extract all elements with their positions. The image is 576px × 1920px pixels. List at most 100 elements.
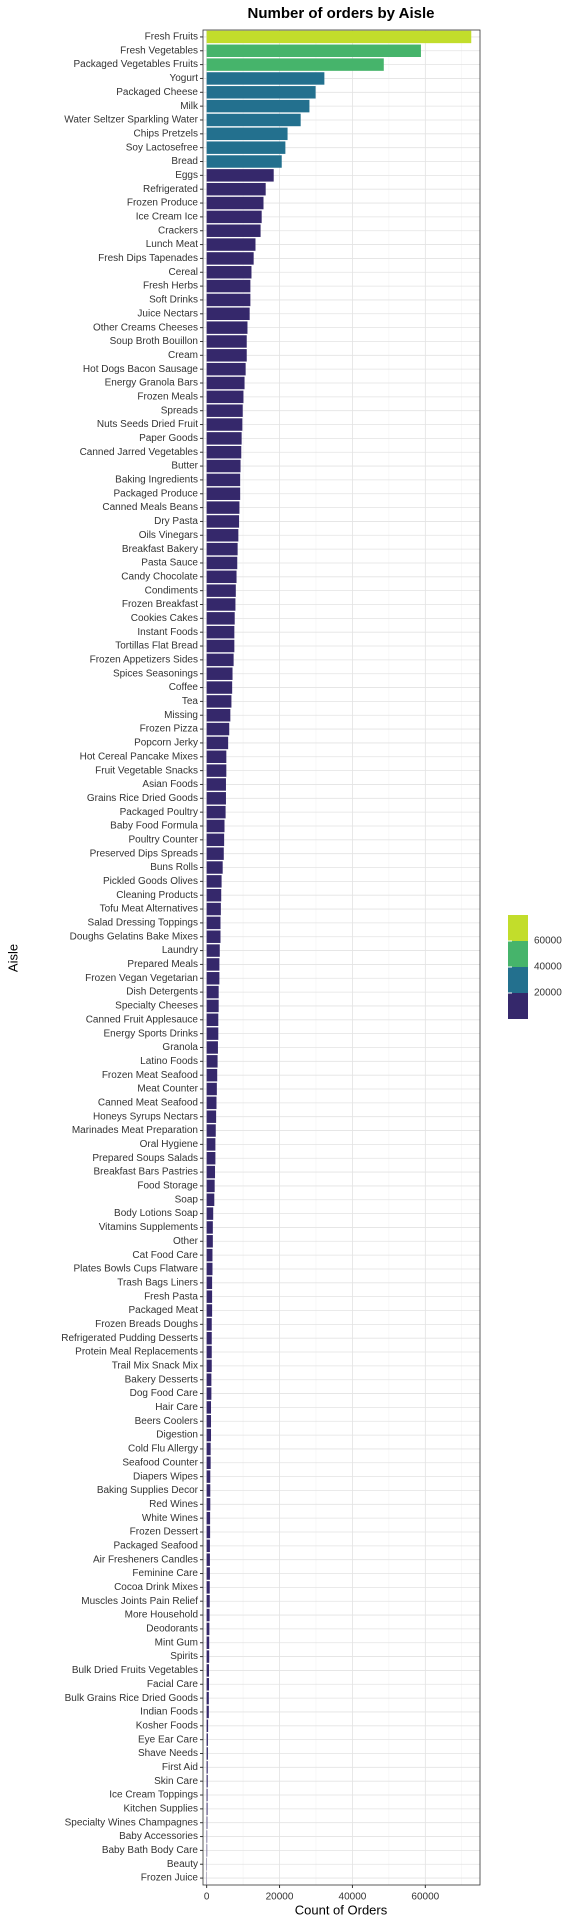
y-tick-label: Fresh Pasta [144, 1291, 198, 1302]
y-tick-label: Refrigerated [143, 184, 198, 195]
y-tick-label: More Household [125, 1610, 198, 1621]
y-tick-label: Muscles Joints Pain Relief [81, 1596, 198, 1607]
bar [206, 819, 225, 833]
bar [206, 639, 235, 653]
y-tick-label: First Aid [162, 1762, 198, 1773]
y-tick-label: Popcorn Jerky [134, 738, 198, 749]
bar [206, 902, 221, 916]
y-tick-label: Cocoa Drink Mixes [114, 1582, 198, 1593]
y-tick-label: Digestion [156, 1430, 198, 1441]
y-tick-label: Other [173, 1236, 199, 1247]
y-tick-label: Trash Bags Liners [117, 1277, 198, 1288]
y-tick-label: Yogurt [169, 73, 198, 84]
y-tick-label: Energy Granola Bars [105, 378, 198, 389]
y-tick-label: Packaged Produce [113, 488, 198, 499]
y-tick-label: Chips Pretzels [134, 128, 198, 139]
y-tick-label: Frozen Juice [141, 1873, 199, 1884]
bar [206, 252, 254, 265]
y-tick-label: Eye Ear Care [138, 1734, 198, 1745]
y-tick-label: Beauty [167, 1859, 198, 1870]
y-tick-label: Hot Cereal Pancake Mixes [80, 751, 198, 762]
y-tick-label: Crackers [158, 225, 198, 236]
y-tick-label: Pasta Sauce [141, 558, 198, 569]
bar [206, 127, 288, 141]
bar [206, 362, 246, 376]
y-tick-label: Seafood Counter [122, 1457, 198, 1468]
bar [206, 1345, 212, 1359]
bar [206, 695, 232, 708]
y-tick-label: Packaged Cheese [116, 87, 198, 98]
y-tick-label: Baby Bath Body Care [102, 1845, 199, 1856]
bar [206, 847, 224, 860]
bar [206, 598, 236, 611]
bar [206, 266, 252, 279]
bar [206, 501, 240, 514]
bar [206, 736, 229, 750]
y-tick-label: Packaged Vegetables Fruits [73, 59, 198, 70]
bar [206, 709, 231, 722]
y-tick-label: Laundry [162, 945, 198, 956]
y-tick-label: Paper Goods [139, 433, 198, 444]
bar [206, 459, 241, 473]
y-tick-label: Packaged Seafood [113, 1540, 198, 1551]
y-tick-label: Kitchen Supplies [124, 1804, 199, 1815]
bar [206, 1678, 210, 1691]
legend-swatch [508, 967, 528, 993]
y-tick-label: Tofu Meat Alternatives [100, 904, 198, 915]
y-tick-label: Honeys Syrups Nectars [93, 1111, 198, 1122]
y-tick-label: Cold Flu Allergy [128, 1444, 198, 1455]
bar [206, 584, 236, 597]
y-tick-label: Marinades Meat Preparation [72, 1125, 198, 1136]
y-tick-label: Tortillas Flat Bread [115, 641, 198, 652]
y-tick-label: Cat Food Care [132, 1250, 198, 1261]
y-tick-label: Energy Sports Drinks [104, 1028, 198, 1039]
y-tick-label: Ice Cream Toppings [109, 1790, 198, 1801]
y-tick-label: Bread [171, 156, 198, 167]
y-tick-label: Prepared Meals [127, 959, 198, 970]
bar [206, 805, 226, 819]
bar [206, 1401, 212, 1414]
y-tick-label: Frozen Appetizers Sides [90, 655, 198, 666]
y-tick-label: Packaged Meat [129, 1305, 199, 1316]
y-tick-label: Coffee [169, 682, 199, 693]
bar [206, 1138, 216, 1151]
y-tick-label: Grains Rice Dried Goods [87, 793, 198, 804]
bar [206, 141, 286, 154]
bar [206, 1830, 208, 1843]
bar [206, 985, 219, 999]
bar [206, 238, 256, 251]
bar [206, 1428, 212, 1442]
y-tick-label: Poultry Counter [129, 834, 199, 845]
bar [206, 1318, 212, 1331]
bar [206, 861, 223, 874]
bar [206, 1761, 208, 1774]
bar [206, 1650, 210, 1663]
bar [206, 1041, 218, 1054]
y-tick-label: Trail Mix Snack Mix [112, 1361, 198, 1372]
bar [206, 349, 247, 362]
y-tick-label: Baking Ingredients [115, 475, 198, 486]
bar [206, 653, 234, 667]
bar [206, 1124, 216, 1137]
bar [206, 722, 230, 736]
y-tick-label: Frozen Produce [127, 198, 199, 209]
bar [206, 418, 243, 431]
y-tick-label: Air Fresheners Candles [93, 1554, 198, 1565]
y-tick-label: Packaged Poultry [120, 807, 198, 818]
y-tick-label: Prepared Soups Salads [92, 1153, 198, 1164]
bar [206, 930, 221, 943]
bar [206, 612, 235, 625]
y-tick-label: Canned Meals Beans [102, 502, 198, 513]
bar [206, 1193, 215, 1206]
bar [206, 1248, 213, 1262]
bar [206, 210, 262, 224]
y-tick-label: Fresh Fruits [145, 32, 198, 43]
y-tick-label: Lunch Meat [146, 239, 198, 250]
y-tick-label: Breakfast Bakery [122, 544, 198, 555]
bar [206, 764, 227, 777]
bar [206, 44, 421, 57]
bar [206, 667, 233, 680]
y-tick-label: Frozen Breakfast [122, 599, 198, 610]
y-tick-label: Specialty Cheeses [115, 1001, 198, 1012]
bar [206, 1636, 210, 1649]
